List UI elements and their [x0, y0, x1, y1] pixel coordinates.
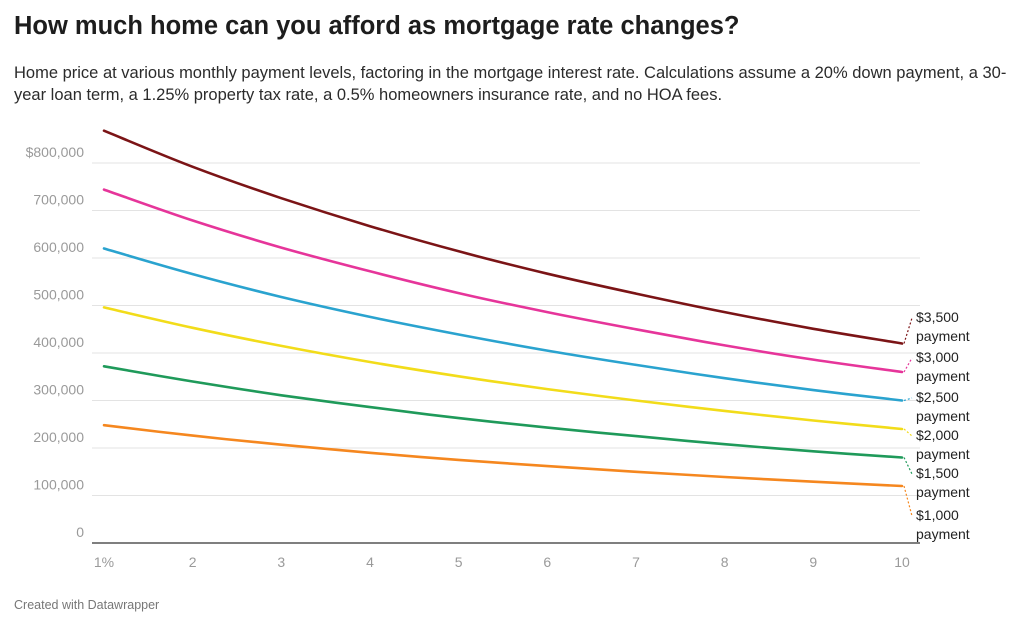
chart-title: How much home can you afford as mortgage… [14, 12, 740, 40]
series-label-amount: $1,000 [916, 507, 959, 523]
y-tick-label: 0 [76, 524, 84, 540]
x-axis-ticks: 1% 2 3 4 5 6 7 8 9 10 [94, 554, 910, 570]
label-connector [903, 397, 913, 402]
series-label-text: payment [916, 446, 970, 462]
series-line [102, 188, 904, 374]
x-tick-label: 6 [543, 554, 551, 570]
footer-credit: Created with Datawrapper [14, 598, 160, 612]
series-line [102, 365, 904, 459]
gridlines [92, 162, 920, 544]
series-label-amount: $2,500 [916, 389, 959, 405]
series-label-amount: $2,000 [916, 427, 959, 443]
chart-subtitle: Home price at various monthly payment le… [14, 64, 1007, 104]
y-tick-label: 200,000 [33, 429, 84, 445]
y-tick-label: 100,000 [33, 477, 84, 493]
y-tick-label: 400,000 [33, 334, 84, 350]
x-tick-label: 10 [894, 554, 910, 570]
y-axis-ticks: 0 100,000 200,000 300,000 400,000 500,000 600,… [26, 144, 85, 540]
label-connector [903, 317, 913, 344]
y-tick-label: $800,000 [26, 144, 85, 160]
series-line [102, 306, 904, 431]
series-label-text: payment [916, 368, 970, 384]
series-line [102, 247, 904, 402]
y-tick-label: 300,000 [33, 382, 84, 398]
series-label-text: payment [916, 328, 970, 344]
label-connector [903, 428, 913, 437]
series-label-text: payment [916, 408, 970, 424]
x-tick-label: 2 [189, 554, 197, 570]
y-tick-label: 600,000 [33, 239, 84, 255]
series-line [102, 423, 904, 488]
label-connector [903, 357, 913, 373]
x-tick-label: 5 [455, 554, 463, 570]
x-tick-label: 9 [809, 554, 817, 570]
series-label-amount: $3,500 [916, 309, 959, 325]
x-tick-label: 1% [94, 554, 114, 570]
x-tick-label: 4 [366, 554, 374, 570]
x-tick-label: 3 [277, 554, 285, 570]
series-lines [102, 129, 904, 488]
x-tick-label: 8 [721, 554, 729, 570]
x-tick-label: 7 [632, 554, 640, 570]
series-label-text: payment [916, 526, 970, 542]
series-labels: $3,500 payment $3,000 payment $2,500 payment $… [903, 309, 970, 542]
y-tick-label: 700,000 [33, 192, 84, 208]
series-label-text: payment [916, 484, 970, 500]
series-label-amount: $1,500 [916, 465, 959, 481]
label-connector [903, 457, 913, 475]
series-line [102, 129, 904, 345]
y-tick-label: 500,000 [33, 287, 84, 303]
series-label-amount: $3,000 [916, 349, 959, 365]
label-connector [903, 485, 913, 517]
